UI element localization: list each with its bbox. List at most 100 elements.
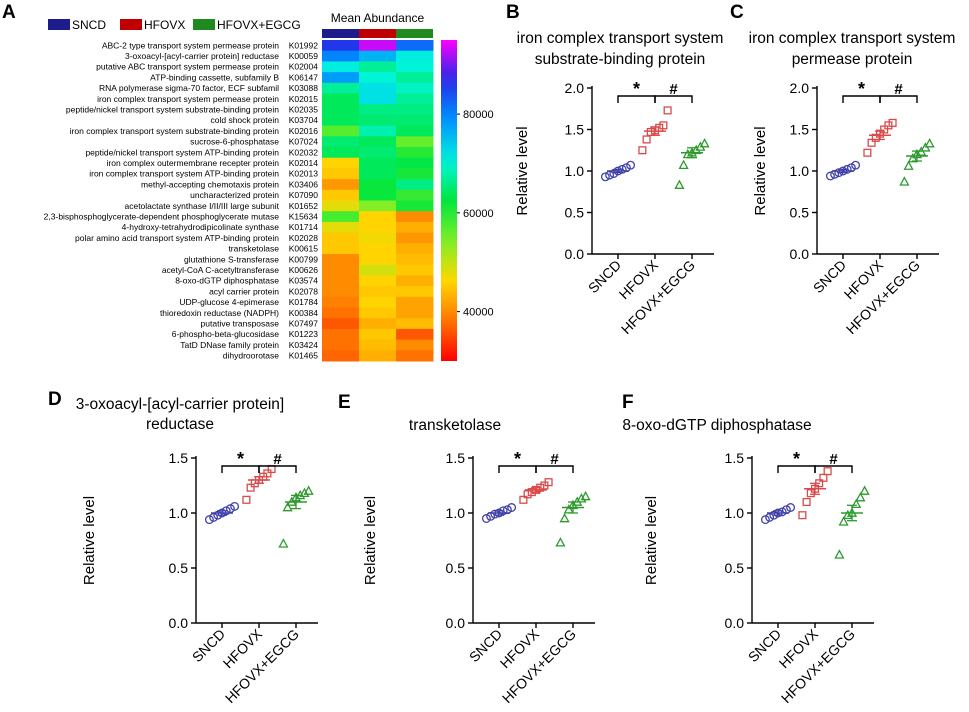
- legend-swatch: [193, 19, 215, 30]
- row-label: RNA polymerase sigma-70 factor, ECF subf…: [99, 83, 279, 93]
- heatmap-cell: [322, 93, 360, 105]
- heatmap-cell: [359, 264, 397, 276]
- heatmap-cell: [359, 189, 397, 201]
- heatmap-cell: [359, 286, 397, 298]
- significance-hash: #: [829, 451, 838, 468]
- data-point-triangle: [303, 485, 314, 495]
- y-axis-label: Relative level: [643, 496, 660, 585]
- row-ko: K07497: [289, 319, 319, 329]
- heatmap-cell: [396, 200, 434, 212]
- data-point-square: [655, 123, 664, 132]
- heatmap-cell: [322, 254, 360, 266]
- significance-star: *: [514, 449, 521, 469]
- data-point-triangle: [699, 138, 710, 148]
- y-tick-label: 2.0: [565, 80, 585, 96]
- row-ko: K01465: [289, 351, 319, 361]
- heatmap-cell: [396, 82, 434, 94]
- y-axis-label: Relative level: [514, 126, 531, 215]
- row-label: acetyl-CoA C-acetyltransferase: [162, 265, 279, 275]
- row-ko: K00384: [289, 308, 319, 318]
- chart-title: 8-oxo-dGTP diphosphatase: [622, 417, 811, 434]
- heatmap-cell: [396, 50, 434, 62]
- data-point-circle: [600, 172, 610, 182]
- heatmap-cell: [396, 104, 434, 116]
- heatmap-cell: [359, 125, 397, 137]
- row-label: peptide/nickel transport system ATP-bind…: [85, 147, 279, 157]
- heatmap-cell: [322, 339, 360, 351]
- heatmap-cell: [359, 61, 397, 73]
- heatmap-cell: [396, 296, 434, 308]
- heatmap-cell: [322, 114, 360, 127]
- row-label: iron complex transport system permease p…: [97, 94, 279, 104]
- heatmap-cell: [359, 114, 397, 127]
- heatmap-cell: [322, 211, 360, 223]
- row-label: UDP-glucose 4-epimerase: [179, 297, 279, 307]
- data-point-circle: [507, 503, 517, 512]
- data-point-square: [867, 138, 876, 147]
- heatmap-cell: [322, 179, 360, 191]
- row-ko: K01992: [289, 40, 319, 50]
- panel-letter-B: B: [506, 2, 520, 23]
- row-label: putative transposase: [201, 319, 280, 329]
- row-label: acetolactate synthase I/II/III large sub…: [124, 201, 279, 211]
- scatter-panel-D: 3-oxoacyl-[acyl-carrier protein] reductas…: [76, 396, 318, 706]
- row-ko: K02035: [289, 105, 319, 115]
- heatmap-cell: [359, 211, 397, 223]
- heatmap-cell: [396, 147, 434, 159]
- data-point-square: [544, 478, 553, 487]
- row-ko: K02016: [289, 126, 319, 136]
- y-axis-label: Relative level: [81, 496, 98, 585]
- data-point-triangle: [842, 509, 853, 520]
- chart-title: substrate-binding protein: [535, 51, 706, 68]
- chart-title: reductase: [146, 416, 214, 433]
- heatmap-cell: [359, 147, 397, 159]
- y-tick-label: 0.0: [725, 615, 745, 631]
- chart-title: iron complex transport system: [749, 30, 956, 47]
- legend-swatch: [120, 19, 142, 30]
- heatmap-cell: [359, 328, 397, 341]
- scatter-panel-F: 8-oxo-dGTP diphosphatase 0.0 0.5 1.0 1.5 Rela…: [622, 417, 874, 706]
- heatmap-cell: [322, 136, 360, 148]
- heatmap-cell: [396, 307, 434, 319]
- heatmap-cell: [396, 93, 434, 105]
- row-ko: K15634: [289, 212, 319, 222]
- y-tick-label: 1.5: [169, 450, 189, 466]
- data-point-square: [888, 118, 897, 127]
- data-point-triangle: [559, 512, 570, 523]
- y-axis-label: Relative level: [752, 126, 769, 215]
- heatmap-cell: [322, 104, 360, 116]
- y-tick-label: 0.5: [565, 205, 585, 221]
- legend-label: HFOVX: [144, 18, 185, 32]
- heatmap-cell: [396, 318, 434, 330]
- row-ko: K01223: [289, 329, 319, 339]
- heatmap-cell: [359, 179, 397, 191]
- heatmap-cell: [359, 40, 397, 52]
- heatmap-cell: [396, 339, 434, 351]
- heatmap-cell: [322, 264, 360, 276]
- column-header-bar: [396, 29, 433, 38]
- heatmap-cell: [396, 40, 434, 52]
- heatmap-cell: [396, 286, 434, 298]
- row-ko: K06147: [289, 72, 319, 82]
- row-ko: K03406: [289, 179, 319, 189]
- row-ko: K02014: [289, 158, 319, 168]
- row-label: polar amino acid transport system ATP-bi…: [75, 233, 279, 243]
- data-point-triangle: [678, 159, 689, 170]
- data-point-triangle: [576, 493, 587, 503]
- heatmap-cell: [359, 318, 397, 330]
- data-point-circle: [481, 514, 491, 523]
- heatmap-title: Mean Abundance: [331, 11, 425, 25]
- row-label: dihydroorotase: [223, 351, 280, 361]
- heatmap-cell: [322, 328, 360, 341]
- heatmap-cell: [322, 200, 360, 212]
- data-point-square: [659, 121, 668, 130]
- heatmap-cell: [322, 157, 360, 169]
- significance-hash: #: [273, 451, 282, 468]
- row-label: iron complex transport system substrate-…: [70, 126, 280, 136]
- heatmap-cell: [359, 104, 397, 116]
- data-point-circle: [204, 515, 214, 525]
- heatmap-panel: SNCD HFOVX HFOVX+EGCG Mean Abundance K01992 A…: [44, 11, 494, 362]
- heatmap-cell: [396, 136, 434, 148]
- heatmap-cell: [396, 328, 434, 341]
- row-ko: K02013: [289, 169, 319, 179]
